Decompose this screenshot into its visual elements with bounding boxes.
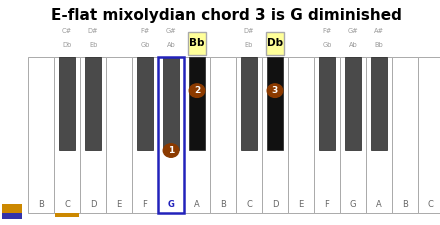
Bar [371, 57, 387, 150]
FancyBboxPatch shape [188, 32, 206, 55]
Bar [189, 57, 205, 150]
Text: C: C [428, 200, 434, 209]
Text: basicmusictheory.com: basicmusictheory.com [10, 75, 15, 141]
Text: 2: 2 [194, 86, 200, 95]
Text: 1: 1 [168, 146, 174, 155]
Text: D: D [90, 200, 96, 209]
Text: B: B [402, 200, 408, 209]
Bar [319, 57, 335, 150]
Bar [366, 57, 392, 213]
Bar [345, 57, 361, 150]
Circle shape [189, 84, 205, 97]
Bar [241, 57, 257, 150]
Text: G: G [168, 200, 175, 209]
Text: Ab: Ab [167, 42, 176, 48]
Text: E-flat mixolydian chord 3 is G diminished: E-flat mixolydian chord 3 is G diminishe… [51, 8, 402, 23]
Text: F: F [325, 200, 330, 209]
Text: D#: D# [88, 28, 98, 34]
Bar [267, 57, 283, 150]
Text: Db: Db [267, 38, 283, 48]
Text: F: F [143, 200, 147, 209]
Bar [106, 57, 132, 213]
Text: Gb: Gb [322, 42, 332, 48]
Bar [184, 57, 210, 213]
Bar [28, 57, 54, 213]
Bar [262, 57, 288, 213]
Bar [54, 57, 80, 213]
Text: A: A [194, 200, 200, 209]
Text: Bb: Bb [374, 42, 383, 48]
Text: G#: G# [348, 28, 358, 34]
Text: F#: F# [323, 28, 332, 34]
Text: B: B [220, 200, 226, 209]
Bar [288, 57, 314, 213]
Bar [55, 213, 79, 217]
Bar [59, 57, 75, 150]
Circle shape [163, 144, 179, 157]
Text: Ab: Ab [348, 42, 357, 48]
Text: E: E [298, 200, 304, 209]
Text: C: C [246, 200, 252, 209]
Bar [132, 57, 158, 213]
Text: A#: A# [374, 28, 384, 34]
Text: G#: G# [166, 28, 176, 34]
Bar [137, 57, 153, 150]
Text: F#: F# [140, 28, 150, 34]
Text: A: A [376, 200, 382, 209]
Text: Gb: Gb [140, 42, 150, 48]
FancyBboxPatch shape [266, 32, 284, 55]
Bar [236, 57, 262, 213]
Text: 3: 3 [272, 86, 278, 95]
Text: B: B [38, 200, 44, 209]
Bar [85, 57, 101, 150]
Text: E: E [117, 200, 122, 209]
Bar [210, 57, 236, 213]
Bar [158, 57, 184, 213]
Text: Eb: Eb [89, 42, 97, 48]
Bar [80, 57, 106, 213]
Text: D#: D# [244, 28, 254, 34]
Bar [158, 57, 184, 213]
Text: Db: Db [62, 42, 72, 48]
Text: C: C [64, 200, 70, 209]
Bar [3, 204, 22, 213]
Text: D: D [272, 200, 278, 209]
Text: Bb: Bb [189, 38, 205, 48]
Text: C#: C# [62, 28, 72, 34]
Bar [340, 57, 366, 213]
Bar [314, 57, 340, 213]
Text: G: G [350, 200, 356, 209]
Bar [392, 57, 418, 213]
Bar [163, 57, 179, 150]
Bar [3, 213, 22, 219]
Bar [418, 57, 440, 213]
Text: Eb: Eb [245, 42, 253, 48]
Circle shape [267, 84, 283, 97]
